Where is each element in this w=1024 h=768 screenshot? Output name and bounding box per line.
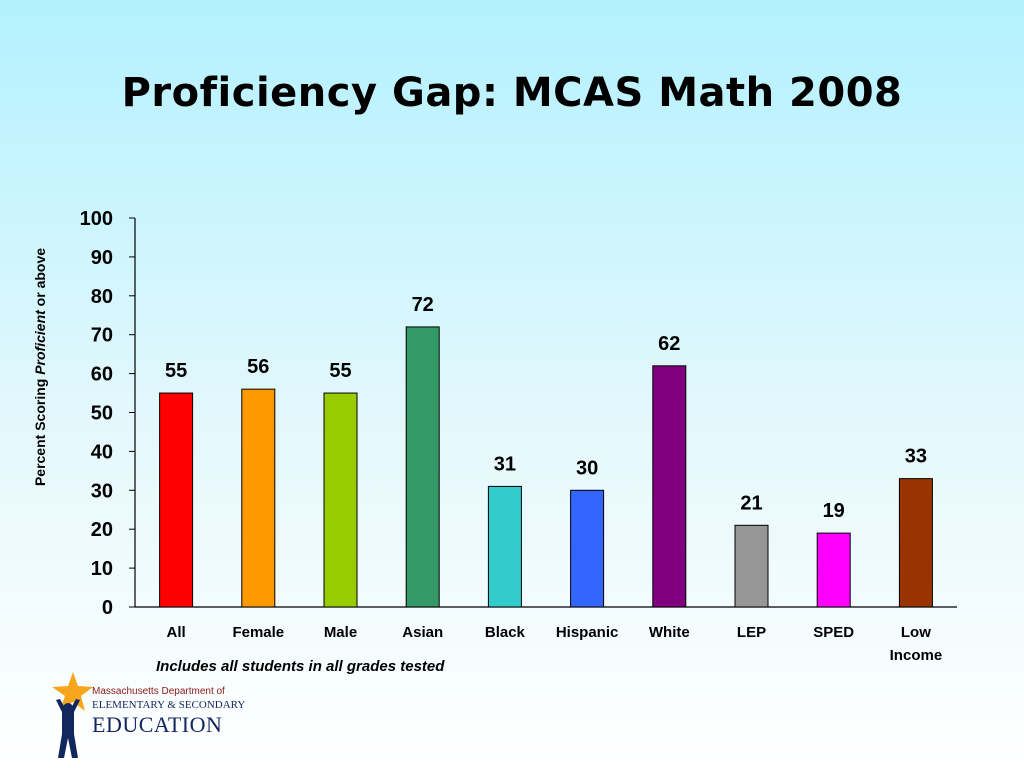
bar [405,326,440,608]
bar [816,532,851,608]
y-tick-label: 30 [91,480,113,502]
bar [570,489,605,608]
data-label: 55 [329,360,351,382]
bar [898,478,933,608]
x-tick-label: LEP [737,624,766,641]
logo-text-line1: Massachusetts Department of [92,686,225,697]
y-tick-label: 20 [91,519,113,541]
y-tick-label: 80 [91,286,113,308]
y-tick-label: 10 [91,558,113,580]
bar [323,392,358,608]
x-tick-label: All [167,624,186,641]
data-label: 19 [823,500,845,522]
x-tick-label: White [649,624,690,641]
bar [159,392,194,608]
y-tick-label: 0 [102,597,113,619]
logo: Massachusetts Department of ELEMENTARY &… [46,672,246,764]
data-label: 21 [740,492,762,514]
bar [734,524,769,608]
y-tick-label: 60 [91,364,113,386]
bar [241,388,276,608]
x-tick-label: Hispanic [556,624,619,641]
x-tick-label: Male [324,624,357,641]
y-tick-label: 50 [91,403,113,425]
data-label: 72 [412,294,434,316]
x-tick-label: Asian [402,624,443,641]
logo-text-line3: EDUCATION [92,712,223,737]
data-label: 55 [165,360,187,382]
x-tick-label: Income [890,647,943,664]
chart-footnote: Includes all students in all grades test… [156,658,445,675]
data-label: 56 [247,356,269,378]
y-tick-label: 90 [91,247,113,269]
x-tick-label: SPED [813,624,854,641]
data-label: 31 [494,453,516,475]
y-tick-label: 100 [80,208,113,230]
data-label: 33 [905,446,927,468]
x-tick-label: Black [485,624,526,641]
bar [487,485,522,608]
data-label: 62 [658,333,680,355]
bar [652,365,687,608]
y-tick-label: 70 [91,325,113,347]
x-tick-label: Low [901,624,931,641]
data-label: 30 [576,457,598,479]
star-figure-icon [52,672,93,758]
x-tick-label: Female [232,624,284,641]
logo-text-line2: ELEMENTARY & SECONDARY [92,699,246,711]
slide-title: Proficiency Gap: MCAS Math 2008 [121,70,903,116]
y-tick-label: 40 [91,441,113,463]
